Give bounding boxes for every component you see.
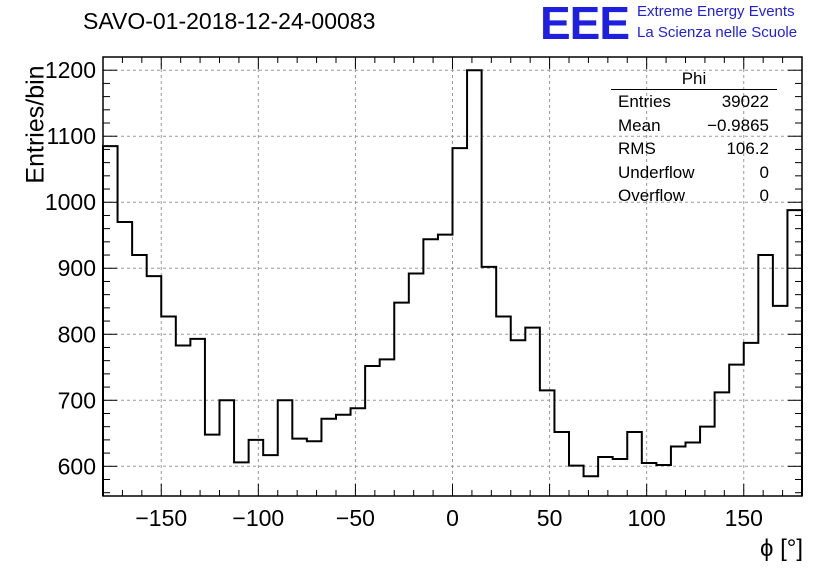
x-tick-label: 150	[725, 505, 763, 531]
x-tick-label: 50	[537, 505, 563, 531]
stats-label: Mean	[618, 115, 661, 135]
eee-logo: EEE	[540, 0, 630, 49]
logo-subtitle-2: La Scienza nelle Scuole	[637, 24, 798, 41]
y-tick-label: 700	[58, 387, 96, 413]
y-tick-label: 900	[58, 255, 96, 281]
y-tick-label: 1100	[47, 123, 96, 149]
y-tick-label: 1200	[45, 57, 96, 83]
y-tick-label: 1000	[45, 189, 96, 215]
x-tick-label: 100	[627, 505, 665, 531]
stats-value: −0.9865	[707, 115, 769, 135]
stats-value: 39022	[721, 92, 769, 111]
y-axis-label: Entries/bin	[21, 65, 50, 184]
stats-label: RMS	[618, 139, 656, 158]
axes	[102, 56, 803, 497]
stats-box-title: Phi	[611, 68, 777, 90]
x-tick-label: −100	[232, 505, 284, 531]
stats-row-underflow: Underflow 0	[611, 161, 777, 185]
stats-row-entries: Entries 39022	[611, 90, 777, 114]
stats-value: 0	[759, 186, 769, 205]
histogram-series	[102, 69, 803, 496]
y-tick-labels: 600 700 800 900 1000 1100 1200	[45, 57, 96, 479]
x-tick-labels: −150 −100 −50 0 50 100 150	[135, 505, 763, 531]
grid-lines	[103, 57, 802, 496]
x-tick-label: 0	[446, 505, 459, 531]
stats-row-overflow: Overflow 0	[611, 184, 777, 208]
x-axis-label: ϕ [°]	[759, 535, 803, 562]
run-title: SAVO-01-2018-12-24-00083	[83, 8, 376, 34]
stats-row-mean: Mean −0.9865	[611, 114, 777, 138]
x-tick-label: −150	[135, 505, 187, 531]
stats-row-rms: RMS 106.2	[611, 137, 777, 161]
y-tick-label: 800	[58, 321, 96, 347]
stats-box: Phi Entries 39022 Mean −0.9865 RMS 106.2…	[611, 68, 777, 208]
stats-label: Underflow	[618, 162, 695, 182]
x-tick-label: −50	[336, 505, 375, 531]
y-tick-label: 600	[58, 453, 96, 479]
stats-value: 0	[759, 162, 769, 182]
stats-label: Entries	[618, 92, 671, 111]
stats-label: Overflow	[618, 186, 686, 205]
stats-value: 106.2	[726, 139, 769, 158]
logo-subtitle-1: Extreme Energy Events	[637, 3, 795, 20]
